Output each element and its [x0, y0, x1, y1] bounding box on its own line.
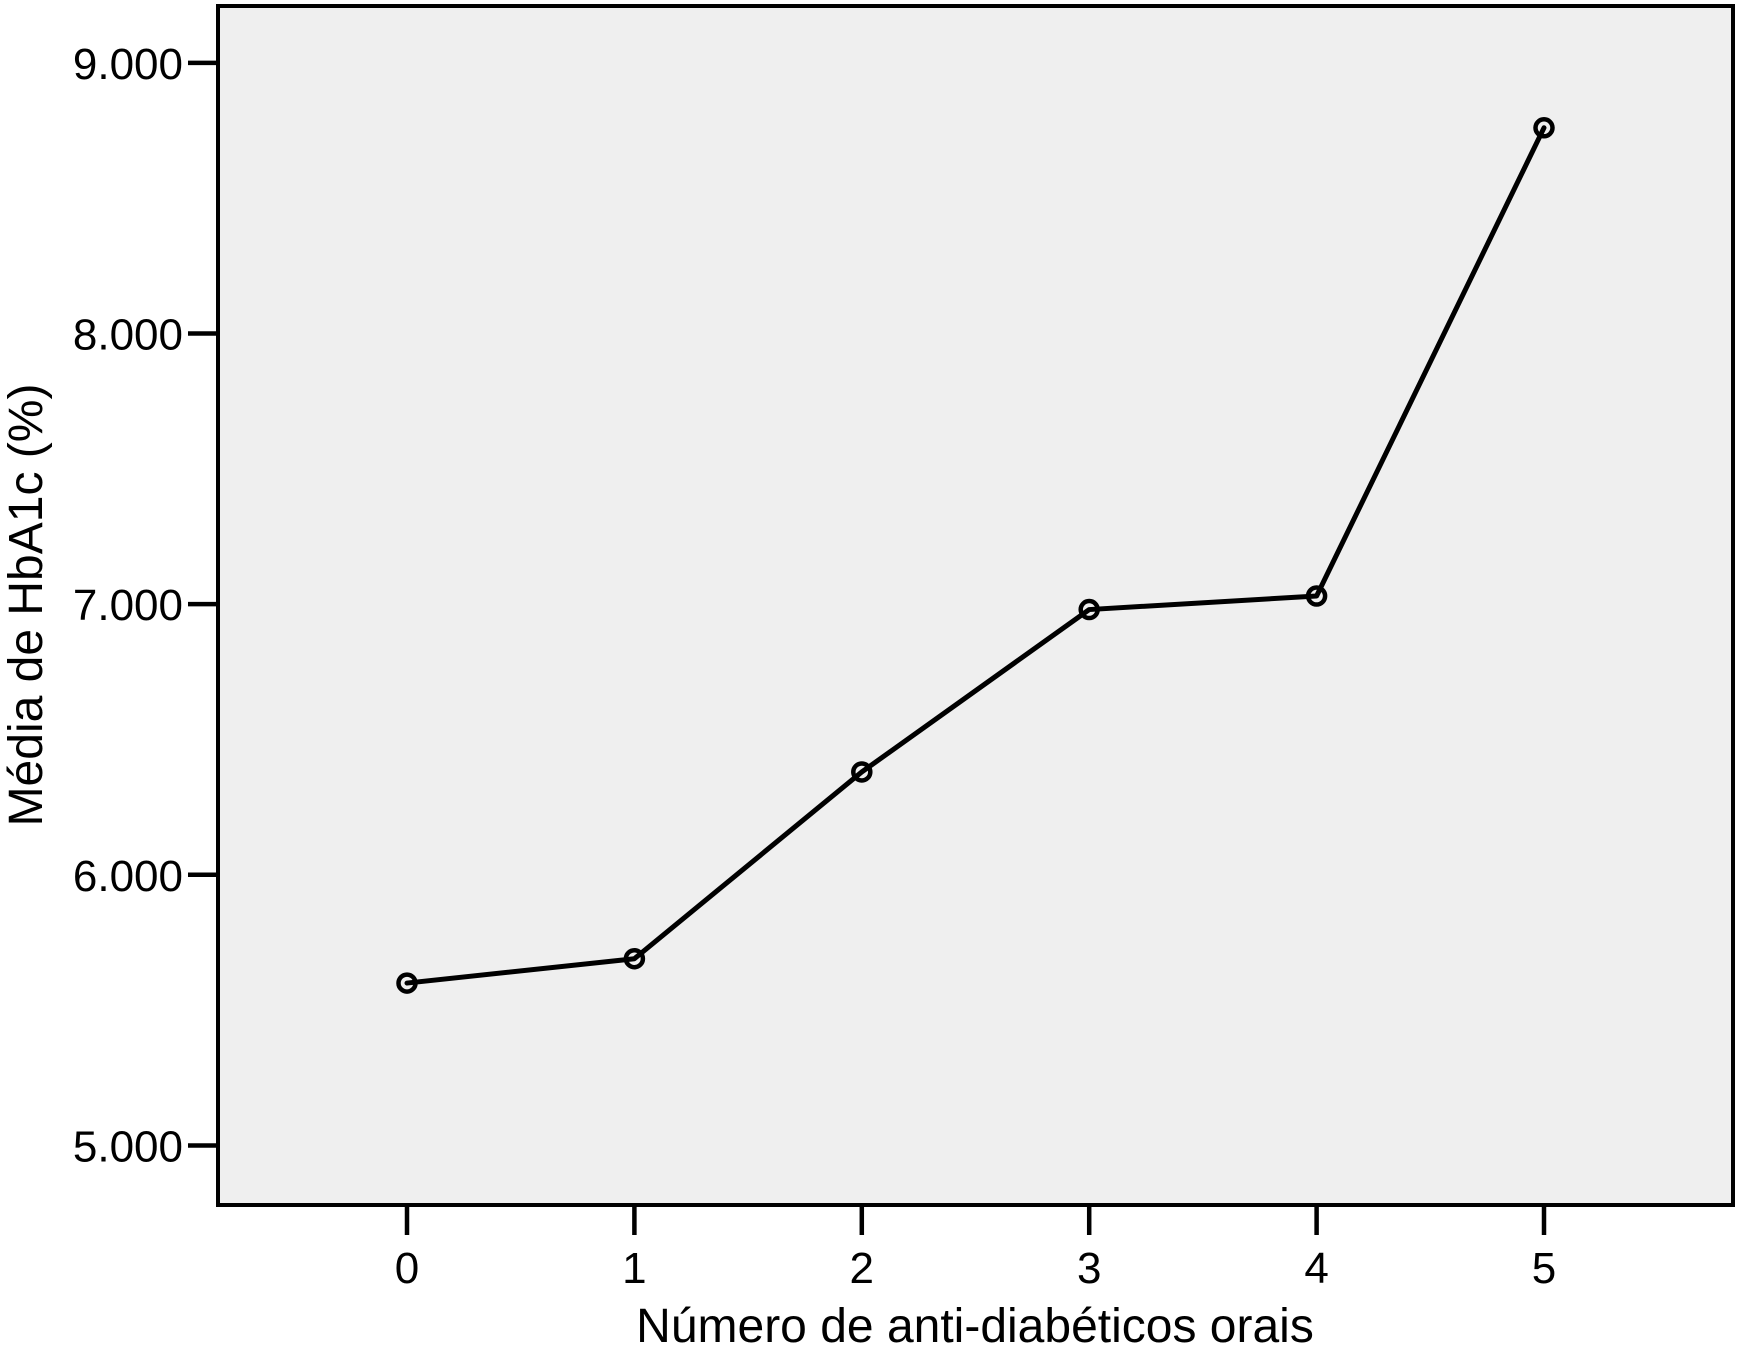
- y-axis-tick-label: 9.000: [73, 40, 183, 89]
- y-axis-tick-label: 6.000: [73, 852, 183, 901]
- data-point-marker: [851, 761, 873, 783]
- data-point-marker: [623, 947, 646, 970]
- x-axis-title: Número de anti-diabéticos orais: [636, 1300, 1314, 1353]
- x-axis-tick-label: 0: [395, 1244, 419, 1293]
- data-point-marker: [1305, 585, 1328, 607]
- data-point-marker: [396, 972, 418, 994]
- x-axis-tick-label: 4: [1304, 1244, 1328, 1293]
- y-axis-tick-label: 8.000: [73, 310, 183, 359]
- plot-area: [216, 4, 1735, 1207]
- y-axis-title: Média de HbA1c (%): [0, 384, 53, 827]
- plot-layer: 5.000 6.000 7.000 8.000 9.000 0 1 2 3 4 5: [73, 4, 1735, 1293]
- x-axis-tick-label: 3: [1077, 1244, 1101, 1293]
- series-line: [404, 125, 1547, 986]
- y-axis-tick-label: 7.000: [73, 581, 183, 630]
- x-axis-tick-label: 1: [622, 1244, 646, 1293]
- x-axis-tick-label: 2: [850, 1244, 874, 1293]
- data-point-marker: [1533, 117, 1555, 139]
- data-point-marker: [1078, 598, 1100, 621]
- y-axis-tick-label: 5.000: [73, 1122, 183, 1171]
- x-axis-tick-label: 5: [1532, 1244, 1556, 1293]
